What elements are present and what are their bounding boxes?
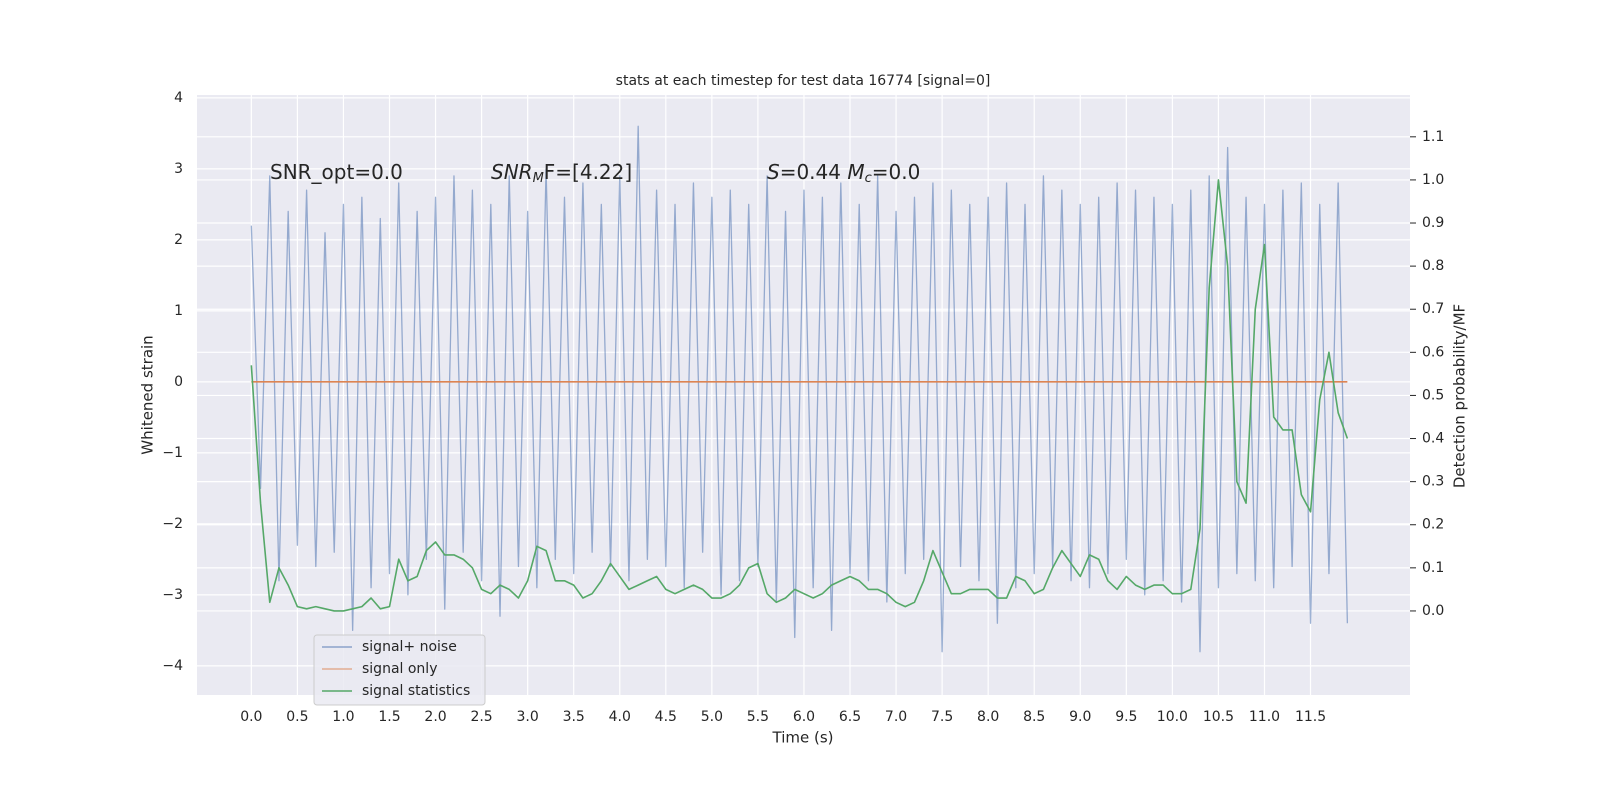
x-tick-label: 9.0 <box>1069 709 1091 725</box>
annotation-part: c <box>865 171 872 186</box>
x-tick-label: 11.0 <box>1249 709 1280 725</box>
x-tick-label: 9.5 <box>1115 709 1137 725</box>
x-tick-label: 4.5 <box>655 709 677 725</box>
x-tick-label: 10.5 <box>1203 709 1234 725</box>
y-tick-label: −2 <box>162 516 183 532</box>
y-axis-title: Whitened strain <box>139 335 157 454</box>
annotation: S=0.44 Mc=0.0 <box>767 160 920 186</box>
x-tick-label: 8.0 <box>977 709 999 725</box>
y-tick-label: 0 <box>174 374 183 390</box>
y-tick-label: 3 <box>174 161 183 177</box>
annotation: SNR_opt=0.0 <box>270 160 403 184</box>
x-tick-label: 6.5 <box>839 709 861 725</box>
x-tick-label: 10.0 <box>1157 709 1188 725</box>
annotation-part: F=[4.22] <box>544 160 632 184</box>
annotation-part: M <box>847 160 864 184</box>
y-tick-label: 1 <box>174 303 183 319</box>
y2-tick-label: 0.8 <box>1422 258 1444 274</box>
x-tick-label: 0.5 <box>286 709 308 725</box>
x-tick-label: 11.5 <box>1295 709 1326 725</box>
x-tick-label: 4.0 <box>609 709 631 725</box>
series-line <box>250 179 1349 612</box>
annotation-part: M <box>533 171 544 186</box>
y2-tick-label: 1.1 <box>1422 129 1444 145</box>
x-tick-label: 0.0 <box>240 709 262 725</box>
x-tick-label: 1.0 <box>332 709 354 725</box>
y2-tick-label: 0.5 <box>1422 387 1444 403</box>
y-tick-label: −1 <box>162 445 183 461</box>
y2-tick-label: 0.6 <box>1422 344 1444 360</box>
legend-label: signal+ noise <box>362 639 457 655</box>
y-tick-label: 4 <box>174 90 183 106</box>
legend-label: signal only <box>362 661 437 677</box>
x-tick-label: 5.0 <box>701 709 723 725</box>
annotation-part: SNR <box>491 160 533 184</box>
legend-label: signal statistics <box>362 683 470 699</box>
x-tick-label: 5.5 <box>747 709 769 725</box>
chart-title: stats at each timestep for test data 167… <box>616 73 991 89</box>
annotation-part: SNR_opt=0.0 <box>270 160 403 184</box>
annotation: SNRMF=[4.22] <box>491 160 632 186</box>
x-axis-title: Time (s) <box>772 729 834 747</box>
x-tick-label: 1.5 <box>378 709 400 725</box>
y2-tick-label: 0.0 <box>1422 603 1444 619</box>
y-tick-label: −3 <box>162 587 183 603</box>
x-tick-label: 7.5 <box>931 709 953 725</box>
y2-tick-label: 1.0 <box>1422 172 1444 188</box>
x-tick-label: 6.0 <box>793 709 815 725</box>
annotation-part: S <box>767 160 780 184</box>
y2-tick-label: 0.1 <box>1422 560 1444 576</box>
y2-tick-label: 0.7 <box>1422 301 1444 317</box>
x-tick-label: 8.5 <box>1023 709 1045 725</box>
y2-tick-label: 0.4 <box>1422 431 1444 447</box>
y2-axis-title: Detection probability/MF <box>1451 304 1469 488</box>
series-line <box>250 125 1349 653</box>
x-tick-label: 7.0 <box>885 709 907 725</box>
y2-tick-label: 0.9 <box>1422 215 1444 231</box>
y-tick-label: 2 <box>174 232 183 248</box>
x-tick-label: 2.5 <box>470 709 492 725</box>
y2-tick-label: 0.3 <box>1422 474 1444 490</box>
annotation-part: =0.0 <box>872 160 921 184</box>
x-tick-label: 3.0 <box>517 709 539 725</box>
annotation-part: =0.44 <box>780 160 848 184</box>
y-tick-label: −4 <box>162 658 183 674</box>
y2-tick-label: 0.2 <box>1422 517 1444 533</box>
x-tick-label: 2.0 <box>424 709 446 725</box>
legend-box <box>313 634 486 706</box>
x-tick-label: 3.5 <box>563 709 585 725</box>
